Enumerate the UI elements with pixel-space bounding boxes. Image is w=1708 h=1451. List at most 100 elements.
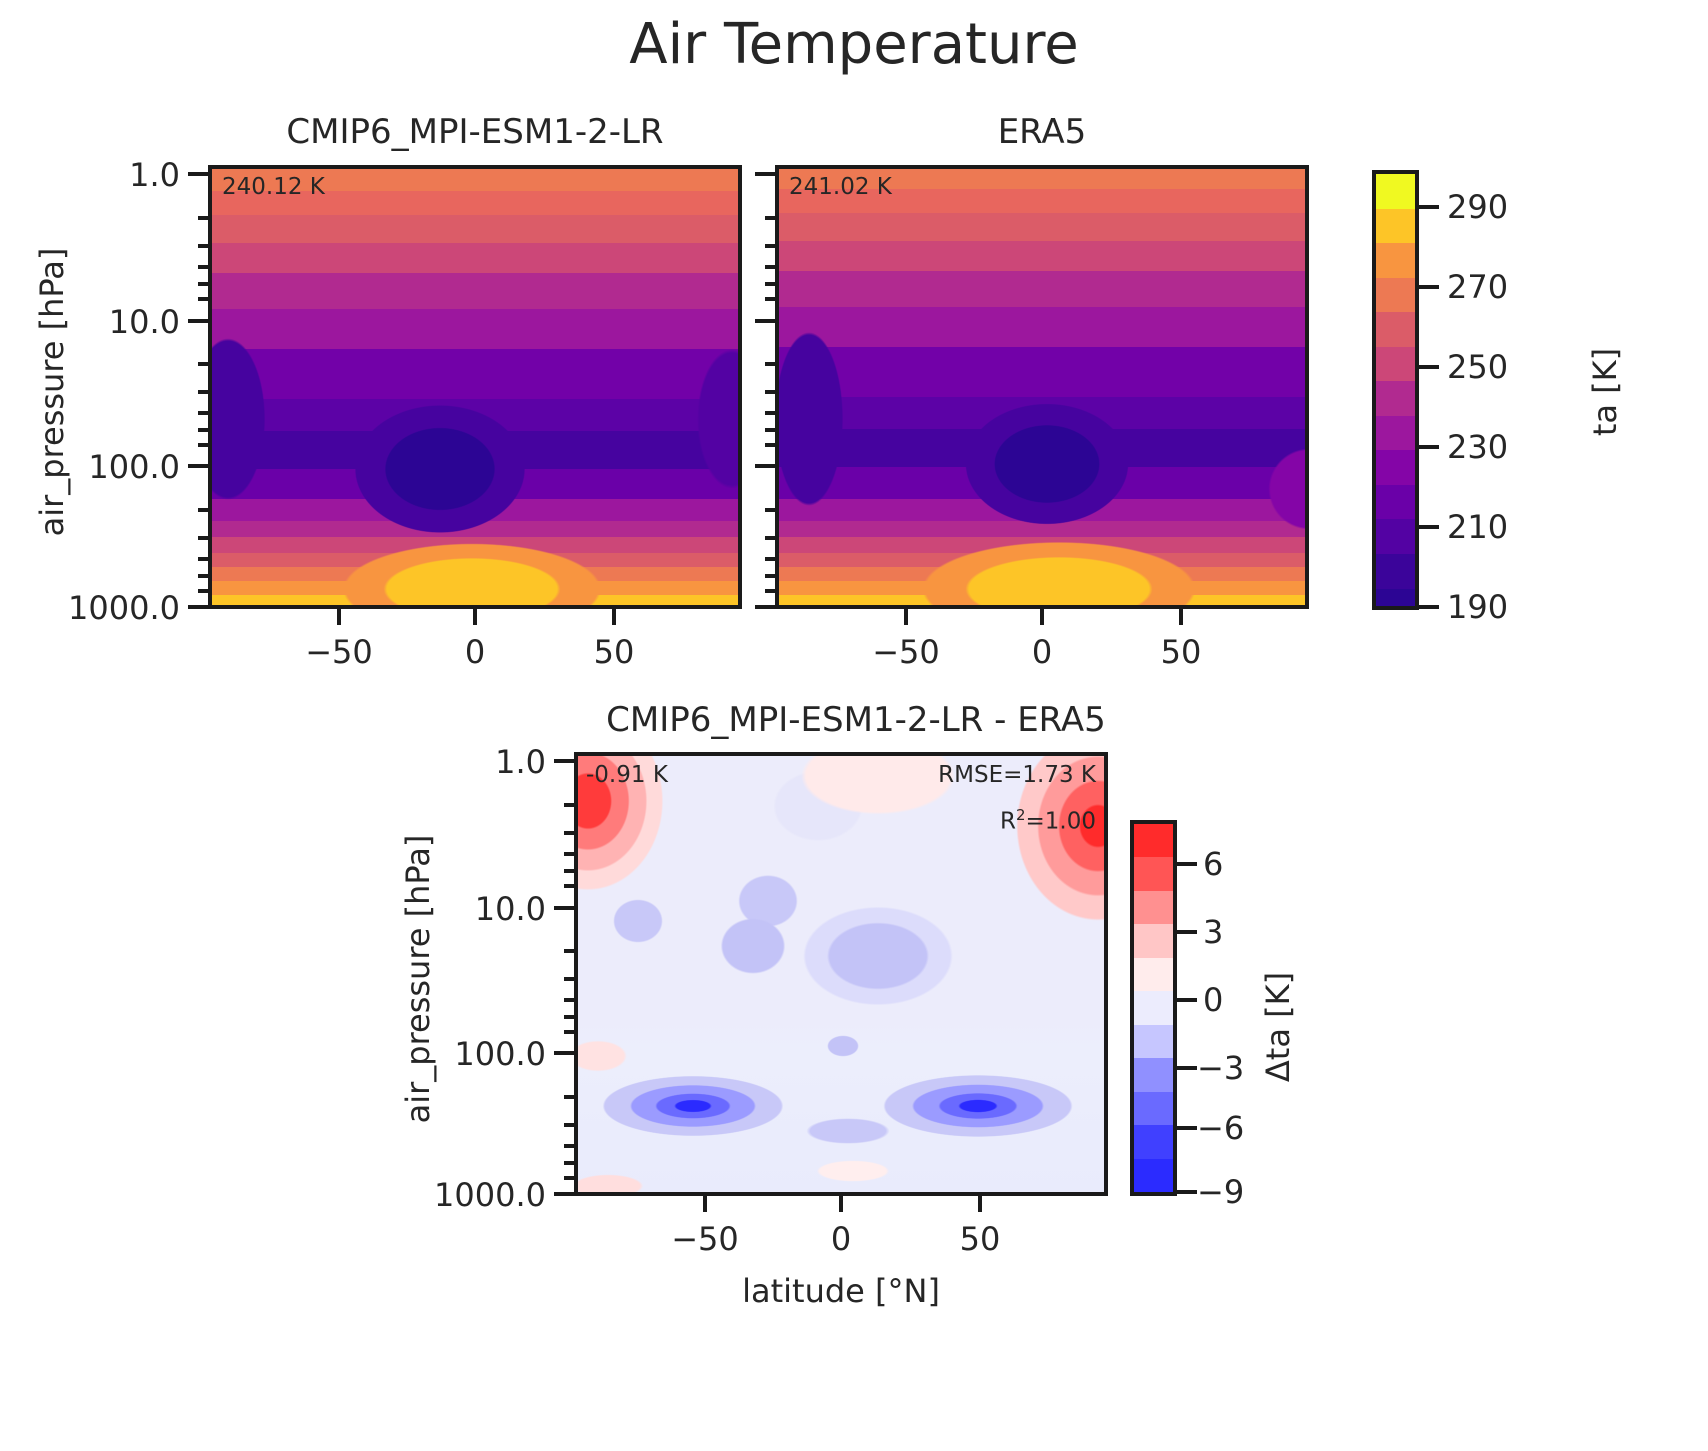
cbar-seg — [1376, 415, 1415, 451]
colorbar-ta[interactable] — [1372, 170, 1419, 610]
axes-difference[interactable]: -0.91 K RMSE=1.73 K R2=1.00 — [574, 752, 1108, 1196]
ytick-diff-minor-l — [564, 1123, 576, 1127]
ytick-diff-minor-d — [564, 869, 576, 873]
ytick-model-100 — [188, 464, 210, 468]
ytick-ref-minor-f — [765, 362, 777, 366]
ytick-diff-1000 — [554, 1192, 576, 1196]
ytick-model-minor-h — [198, 411, 210, 415]
cbar-ticklabel-290: 290 — [1447, 188, 1509, 226]
xtick-ref-0 — [1040, 609, 1044, 625]
xtick-diff-m50 — [703, 1196, 707, 1212]
cbar-diff-tick-0 — [1177, 998, 1197, 1002]
ytick-model-minor-m — [198, 557, 210, 561]
xticklabel-diff-0: 0 — [830, 1220, 852, 1258]
cbar-seg — [1376, 519, 1415, 555]
cbar-tick-250 — [1419, 365, 1439, 369]
cbar-tick-270 — [1419, 285, 1439, 289]
ytick-ref-minor-o — [765, 589, 777, 593]
ytick-diff-minor-m — [564, 1144, 576, 1148]
cbar-label-ta: ta [K] — [1586, 347, 1624, 437]
ytick-model-1000 — [188, 605, 210, 609]
ytick-diff-minor-i — [564, 1015, 576, 1019]
cbar-ticklabel-210: 210 — [1447, 508, 1509, 546]
cbar-ticklabel-230: 230 — [1447, 428, 1509, 466]
xticklabel-diff-m50: −50 — [671, 1220, 739, 1258]
ytick-ref-minor-l — [765, 536, 777, 540]
cbar-diff-ticklabel-0: 0 — [1203, 981, 1224, 1019]
ytick-ref-minor-h — [765, 411, 777, 415]
cbar-seg — [1376, 312, 1415, 347]
colorbar-delta-ta[interactable] — [1130, 820, 1177, 1196]
ytick-ref-minor-e — [765, 297, 777, 301]
annotation-difference-rmse: RMSE=1.73 K — [938, 762, 1096, 788]
annotation-difference-r2: R2=1.00 — [1000, 808, 1096, 834]
xticklabel-model-0: 0 — [464, 633, 486, 671]
cbar-diff-seg — [1134, 1058, 1173, 1092]
contour-overlay-model — [212, 169, 738, 605]
xticklabel-ref-0: 0 — [1031, 633, 1053, 671]
ytick-ref-minor-d — [765, 282, 777, 286]
cbar-diff-tick-m9 — [1177, 1190, 1197, 1194]
r2-prefix: R — [1000, 808, 1016, 835]
yticklabel-model-1: 1.0 — [129, 156, 180, 194]
ytick-diff-minor-e — [564, 884, 576, 888]
axes-reference[interactable]: 241.02 K — [775, 165, 1309, 609]
cbar-diff-ticklabel-m6: −6 — [1197, 1109, 1245, 1147]
cbar-seg — [1376, 381, 1415, 416]
ytick-model-minor-e — [198, 297, 210, 301]
ytick-diff-minor-h — [564, 998, 576, 1002]
cbar-diff-seg — [1134, 1024, 1173, 1059]
panel-title-model: CMIP6_MPI-ESM1-2-LR — [286, 112, 664, 152]
ytick-diff-minor-o — [564, 1176, 576, 1180]
annotation-reference-mean: 241.02 K — [789, 174, 892, 200]
ytick-model-minor-g — [198, 390, 210, 394]
annotation-model-mean: 240.12 K — [222, 174, 325, 200]
ytick-model-minor-i — [198, 428, 210, 432]
ytick-ref-minor-m — [765, 557, 777, 561]
ylabel-difference: air_pressure [hPa] — [399, 834, 437, 1124]
cbar-seg — [1376, 484, 1415, 520]
ytick-ref-minor-g — [765, 390, 777, 394]
xtick-ref-m50 — [904, 609, 908, 625]
ytick-ref-minor-c — [765, 265, 777, 269]
ytick-ref-10 — [755, 319, 777, 323]
ytick-model-minor-o — [198, 589, 210, 593]
ytick-diff-minor-a — [564, 803, 576, 807]
ytick-diff-minor-g — [564, 977, 576, 981]
ytick-model-1 — [188, 172, 210, 176]
ytick-model-minor-k — [198, 508, 210, 512]
xtick-model-0 — [473, 609, 477, 625]
ytick-model-minor-c — [198, 265, 210, 269]
cbar-seg — [1376, 174, 1415, 209]
cbar-seg — [1376, 346, 1415, 382]
ytick-ref-1 — [755, 172, 777, 176]
ytick-diff-minor-c — [564, 852, 576, 856]
xtick-model-50 — [612, 609, 616, 625]
ytick-model-minor-d — [198, 282, 210, 286]
ytick-model-minor-n — [198, 574, 210, 578]
cbar-diff-seg — [1134, 824, 1173, 858]
cbar-tick-190 — [1419, 605, 1439, 609]
contour-overlay-difference — [578, 756, 1104, 1192]
cbar-diff-tick-m6 — [1177, 1126, 1197, 1130]
ytick-ref-minor-i — [765, 428, 777, 432]
cbar-ticklabel-250: 250 — [1447, 348, 1509, 386]
axes-model[interactable]: 240.12 K — [208, 165, 742, 609]
ytick-model-minor-l — [198, 536, 210, 540]
cbar-diff-seg — [1134, 890, 1173, 925]
ytick-diff-minor-n — [564, 1161, 576, 1165]
yticklabel-model-1000: 1000.0 — [68, 589, 180, 627]
ytick-diff-minor-b — [564, 831, 576, 835]
ytick-ref-1000 — [755, 605, 777, 609]
ytick-ref-minor-a — [765, 216, 777, 220]
yticklabel-diff-1000: 1000.0 — [434, 1176, 546, 1214]
cbar-label-delta-ta: Δta [K] — [1259, 971, 1297, 1083]
cbar-tick-230 — [1419, 445, 1439, 449]
ytick-diff-100 — [554, 1051, 576, 1055]
figure-title: Air Temperature — [629, 12, 1079, 77]
ytick-diff-minor-j — [564, 1030, 576, 1034]
xtick-diff-0 — [839, 1196, 843, 1212]
xtick-ref-50 — [1179, 609, 1183, 625]
yticklabel-model-10: 10.0 — [108, 303, 180, 341]
ytick-ref-100 — [755, 464, 777, 468]
